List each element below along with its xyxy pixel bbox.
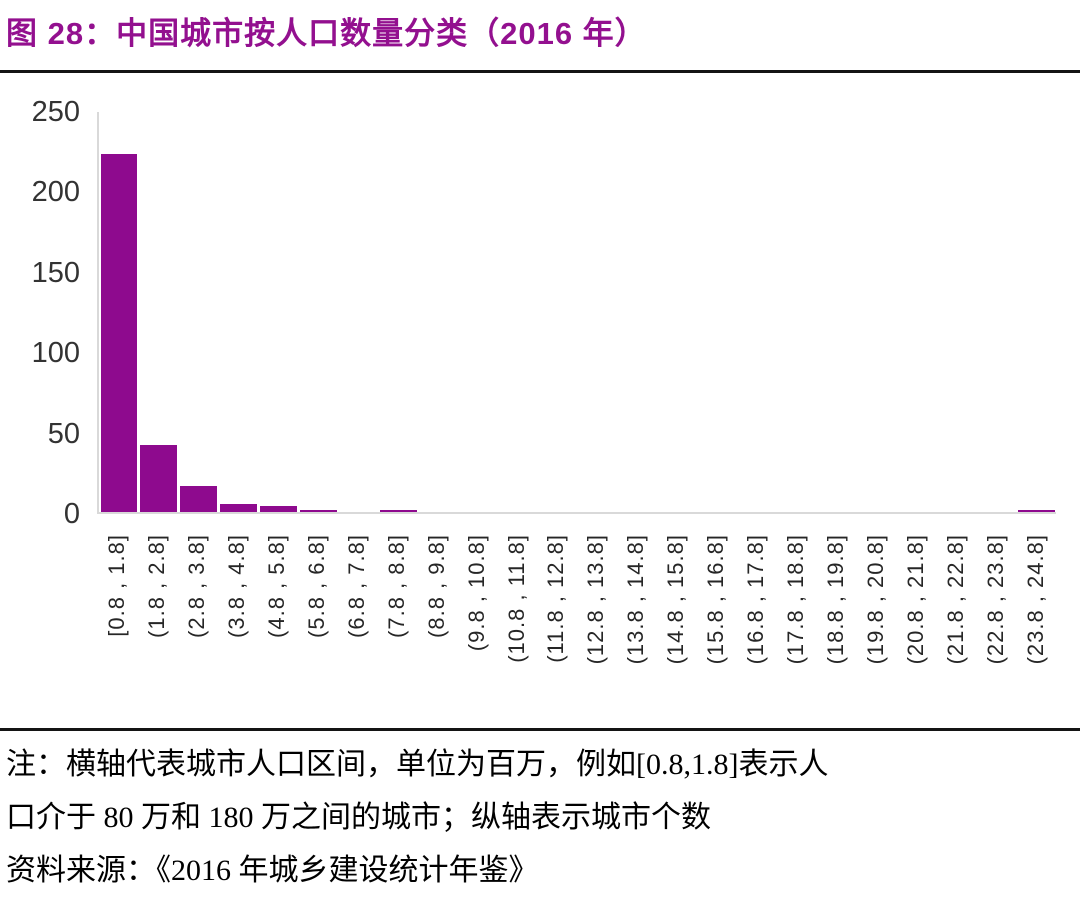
x-axis-label: (4.8 , 5.8]	[263, 534, 289, 638]
bar	[220, 504, 257, 512]
y-axis-tick: 50	[47, 417, 80, 450]
x-axis-label: (10.8 , 11.8]	[503, 534, 529, 663]
x-axis-label: (5.8 , 6.8]	[303, 534, 329, 638]
note-line-2: 口介于 80 万和 180 万之间的城市；纵轴表示城市个数	[6, 801, 711, 834]
y-axis-tick: 150	[31, 256, 80, 289]
bar-slot	[418, 112, 458, 512]
footnotes: 注：横轴代表城市人口区间，单位为百万，例如[0.8,1.8]表示人 口介于 80…	[6, 738, 1074, 897]
bar-slot	[538, 112, 578, 512]
x-axis-label: (20.8 , 21.8]	[903, 534, 929, 665]
bar-slot	[1016, 112, 1056, 512]
bar	[379, 510, 417, 512]
bar-slot	[737, 112, 777, 512]
bar-slot	[99, 112, 139, 512]
bar-slot	[657, 112, 697, 512]
x-axis-label: (7.8 , 8.8]	[383, 534, 409, 638]
chart-bottom-divider-line	[0, 728, 1080, 731]
bar-slot	[697, 112, 737, 512]
bar-slot	[179, 112, 219, 512]
source-line: 资料来源：《2016 年城乡建设统计年鉴》	[6, 854, 539, 887]
bar-slot	[617, 112, 657, 512]
x-axis-label: (17.8 , 18.8]	[783, 534, 809, 665]
note-line-1: 注：横轴代表城市人口区间，单位为百万，例如[0.8,1.8]表示人	[6, 748, 829, 781]
bar-slot	[338, 112, 378, 512]
y-axis-tick: 200	[31, 176, 80, 209]
bar	[100, 153, 138, 512]
x-axis-label: (21.8 , 22.8]	[942, 534, 968, 665]
x-axis-label: (13.8 , 14.8]	[623, 534, 649, 665]
bar-slot	[578, 112, 618, 512]
x-axis-label: (8.8 , 9.8]	[423, 534, 449, 638]
x-axis-label: (1.8 , 2.8]	[143, 534, 169, 638]
bar	[180, 486, 218, 512]
bar	[140, 444, 178, 512]
x-axis-label: (11.8 , 12.8]	[543, 534, 569, 663]
page-title: 图 28：中国城市按人口数量分类（2016 年）	[6, 16, 647, 51]
bar-slot	[378, 112, 418, 512]
bar-slot	[458, 112, 498, 512]
bar-slot	[498, 112, 538, 512]
x-axis-label: (15.8 , 16.8]	[703, 534, 729, 665]
bar	[1017, 510, 1055, 512]
x-axis-label: (22.8 , 23.8]	[982, 534, 1008, 665]
x-axis-label: (3.8 , 4.8]	[223, 534, 249, 638]
plot-area	[97, 112, 1056, 514]
x-axis-label: (9.8 , 10.8]	[463, 534, 489, 652]
x-axis-label: (23.8 , 24.8]	[1022, 534, 1048, 665]
bar-slot	[777, 112, 817, 512]
bar-slot	[219, 112, 259, 512]
y-axis-tick: 250	[31, 96, 80, 128]
x-axis-label: (12.8 , 13.8]	[583, 534, 609, 665]
bar	[299, 510, 337, 512]
bar-slot	[817, 112, 857, 512]
y-axis-tick: 100	[31, 337, 80, 370]
x-axis-label: (19.8 , 20.8]	[863, 534, 889, 665]
title-divider-line	[0, 70, 1080, 73]
x-axis-label: (18.8 , 19.8]	[823, 534, 849, 665]
x-axis-label: [0.8 , 1.8]	[103, 534, 129, 637]
bar-slot	[139, 112, 179, 512]
bar-slot	[259, 112, 299, 512]
bar-slot	[976, 112, 1016, 512]
bar-slot	[857, 112, 897, 512]
bar-slot	[936, 112, 976, 512]
bar	[260, 505, 297, 512]
bar-slot	[298, 112, 338, 512]
x-axis-label: (16.8 , 17.8]	[743, 534, 769, 665]
x-axis-label: (14.8 , 15.8]	[663, 534, 689, 665]
x-axis-label: (6.8 , 7.8]	[343, 534, 369, 638]
y-axis-tick: 0	[63, 498, 80, 530]
x-axis-labels: [0.8 , 1.8] (1.8 , 2.8] (2.8 , 3.8] (3.8 , …	[97, 528, 1056, 720]
bar-slot	[897, 112, 937, 512]
x-axis-label: (2.8 , 3.8]	[183, 534, 209, 638]
